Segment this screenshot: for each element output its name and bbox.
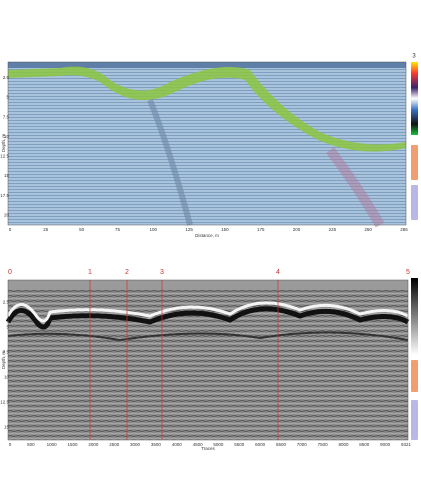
y-tick-label: 12.5 [0, 400, 9, 405]
marker-label: 1 [88, 269, 92, 276]
side-button[interactable] [411, 360, 418, 392]
x-tick-label: 500 [27, 442, 35, 447]
x-tick-label: 4500 [193, 442, 204, 447]
x-tick-label: 4000 [172, 442, 183, 447]
x-tick-label: 1500 [68, 442, 79, 447]
surface-band [8, 280, 408, 290]
x-tick-label: 0 [9, 227, 12, 232]
x-tick-label: 2500 [109, 442, 120, 447]
y-label: Depth, m [1, 351, 6, 370]
x-tick-label: 5500 [234, 442, 245, 447]
x-label: Traces [201, 446, 215, 451]
reflection-dark [5, 306, 410, 330]
x-tick-label: 6000 [255, 442, 266, 447]
colorbar [411, 278, 418, 355]
x-tick-label: 7000 [297, 442, 308, 447]
y-tick-label: 20 [4, 212, 10, 217]
x-tick-label: 25 [43, 227, 49, 232]
marker-label: 0 [8, 269, 12, 276]
side-button[interactable] [411, 185, 418, 220]
y-tick-label: 10 [4, 134, 10, 139]
marker-label: 2 [125, 269, 129, 276]
surface-band [8, 62, 406, 68]
x-tick-label: 5000 [213, 442, 224, 447]
x-tick-label: 200 [293, 227, 301, 232]
y-tick-label: 5 [6, 95, 9, 100]
marker-label: 4 [276, 269, 280, 276]
y-tick-label: 5 [6, 325, 9, 330]
y-tick-label: 7.5 [3, 114, 10, 119]
x-tick-label: 286 [400, 227, 408, 232]
side-button[interactable] [411, 145, 418, 180]
marker-label: 5 [406, 269, 410, 276]
x-tick-label: 225 [329, 227, 337, 232]
x-tick-label: 150 [221, 227, 229, 232]
x-tick-label: 50 [79, 227, 85, 232]
hyperbola [147, 98, 193, 226]
reflection-deep [7, 331, 409, 342]
frame [7, 279, 409, 441]
y-tick-label: 15 [4, 173, 10, 178]
x-tick-label: 250 [364, 227, 372, 232]
frame [7, 61, 407, 226]
x-label: Distance, m [195, 233, 219, 238]
x-tick-label: 100 [150, 227, 158, 232]
x-tick-label: 1000 [47, 442, 58, 447]
side-button[interactable] [411, 400, 418, 440]
y-tick-label: 17.5 [0, 193, 9, 198]
y-tick-label: 7.5 [3, 350, 10, 355]
scale-max: 3 [412, 54, 416, 60]
x-tick-label: 2000 [88, 442, 99, 447]
y-tick-label: 12.5 [0, 154, 9, 159]
x-tick-label: 9321 [401, 442, 412, 447]
x-tick-label: 3500 [151, 442, 162, 447]
marker-label: 3 [160, 269, 164, 276]
top-panel: Depth, m Distance, m 3 2.5 5 7.5 10 12.5 15 17… [0, 54, 418, 238]
y-label: Depth, m [1, 134, 6, 153]
x-tick-label: 6500 [276, 442, 287, 447]
x-tick-label: 9000 [380, 442, 391, 447]
x-tick-label: 8500 [359, 442, 370, 447]
x-tick-label: 7500 [318, 442, 329, 447]
radargram-image [8, 280, 408, 440]
x-tick-label: 0 [9, 442, 12, 447]
scatter-zone [325, 147, 385, 228]
colorbar [411, 62, 418, 135]
x-tick-label: 125 [185, 227, 193, 232]
reflection-light [6, 301, 409, 323]
reflection-zone [8, 66, 406, 152]
y-tick-label: 2.5 [3, 75, 10, 80]
x-tick-label: 75 [115, 227, 121, 232]
y-tick-label: 2.5 [3, 300, 10, 305]
x-tick-label: 8000 [338, 442, 349, 447]
y-tick-label: 15 [4, 425, 10, 430]
y-tick-label: 10 [4, 375, 10, 380]
x-tick-label: 3000 [130, 442, 141, 447]
x-tick-label: 175 [257, 227, 265, 232]
